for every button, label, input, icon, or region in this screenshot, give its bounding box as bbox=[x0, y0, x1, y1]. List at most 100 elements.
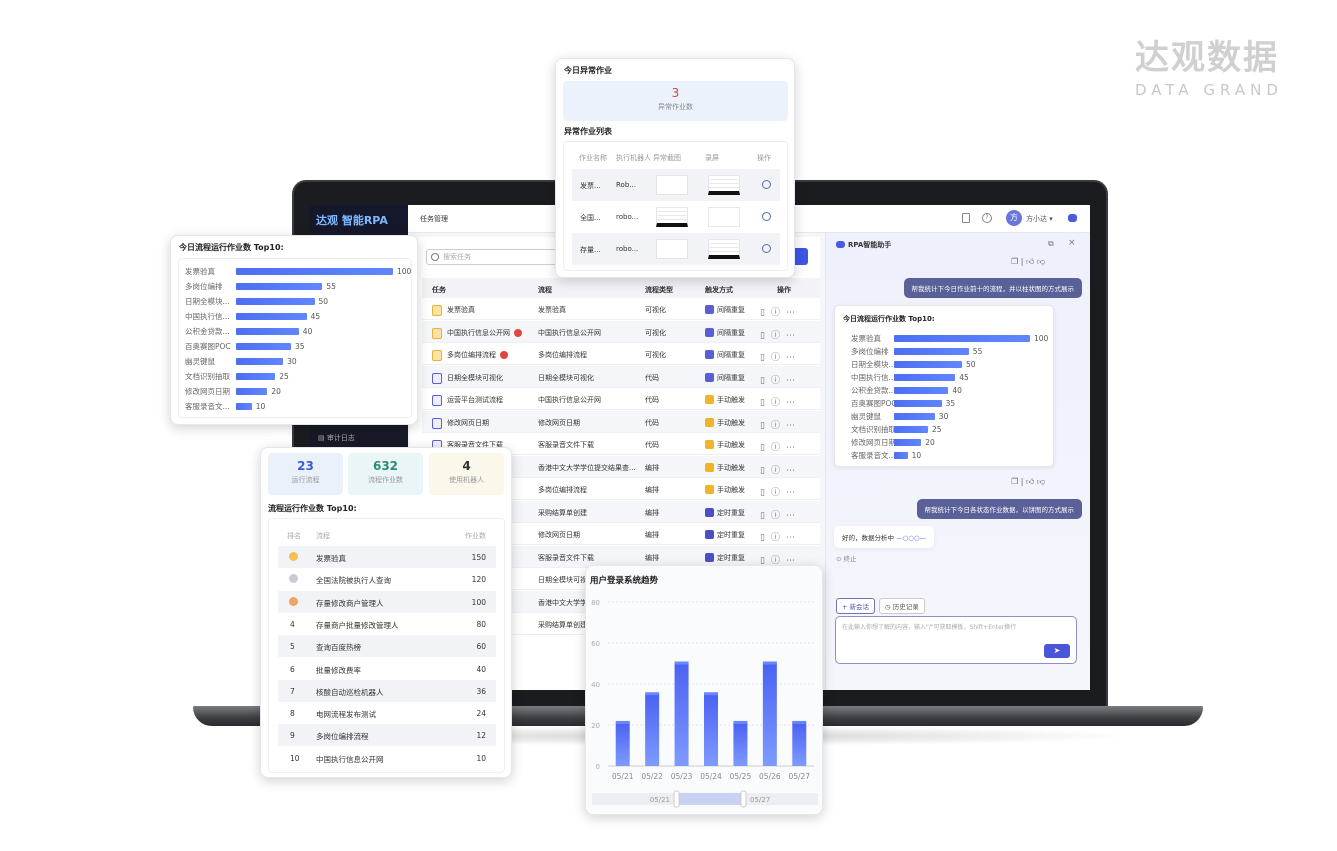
external-link-icon[interactable]: ⧉ bbox=[1048, 239, 1054, 248]
chat-input-placeholder: 在此输入你想了解的内容，输入"/"可获取模板，Shift+Enter换行 bbox=[842, 624, 1017, 631]
ranking-row: 发票验真 150 bbox=[278, 546, 496, 568]
x-tick-label: 05/26 bbox=[759, 772, 781, 781]
task-name[interactable]: 中国执行信息公开网 bbox=[447, 328, 522, 338]
sidebar-item-audit-log[interactable]: ▤ 审计日志 bbox=[318, 434, 355, 442]
ranking-title: 流程运行作业数 Top10: bbox=[268, 504, 357, 513]
bar bbox=[894, 413, 935, 420]
task-name[interactable]: 日期全模块可视化 bbox=[447, 373, 503, 383]
screenshot-thumbnail[interactable] bbox=[656, 239, 688, 259]
robot-icon[interactable] bbox=[1068, 214, 1077, 222]
zoom-slider-handle bbox=[740, 790, 747, 808]
feedback-icons[interactable]: ❐ | 👍︎ 👎︎ bbox=[1011, 257, 1045, 266]
table-row[interactable]: 香港中文大学学位提交结果查... 编排 手动触发 ▯ⓘ⋯ bbox=[422, 455, 820, 478]
bar bbox=[704, 694, 718, 766]
screenshot-thumbnail[interactable] bbox=[656, 207, 688, 227]
row-actions[interactable]: ▯ⓘ⋯ bbox=[760, 420, 801, 431]
bar bbox=[236, 328, 299, 335]
table-row[interactable]: 发票验真 发票验真 可视化 间隔重复 ▯ⓘ⋯ bbox=[422, 298, 820, 320]
close-icon[interactable]: × bbox=[1068, 238, 1076, 248]
rank: 6 bbox=[290, 664, 295, 674]
anomaly-row[interactable]: 发票... Rob... bbox=[572, 169, 780, 201]
feedback-icons[interactable]: ❐ | 👍︎ 👎︎ bbox=[1011, 477, 1045, 486]
avatar[interactable]: 方 bbox=[1006, 210, 1022, 226]
rank: 9 bbox=[290, 731, 295, 741]
robot-name: robo... bbox=[616, 213, 639, 221]
table-row[interactable]: 采购结算单创建 编排 定时重复 ▯ⓘ⋯ bbox=[422, 500, 820, 523]
new-session-button[interactable]: + 新会话 bbox=[836, 598, 876, 614]
trigger-icon bbox=[705, 462, 714, 472]
job-count: 80 bbox=[476, 619, 486, 629]
flow-name: 采购结算单创建 bbox=[538, 508, 587, 517]
stop-button[interactable]: ⊙ 终止 bbox=[836, 555, 857, 563]
task-name[interactable]: 修改网页日期 bbox=[447, 418, 489, 428]
table-row[interactable]: 修改网页日期 修改网页日期 代码 手动触发 ▯ⓘ⋯ bbox=[422, 410, 820, 433]
flow-name: 日期全模块可视 bbox=[538, 576, 587, 584]
rank: 5 bbox=[290, 642, 295, 652]
task-name[interactable]: 多岗位编排流程 bbox=[447, 350, 508, 360]
anomaly-row[interactable]: 存量... robo... bbox=[572, 233, 780, 265]
row-actions[interactable]: ▯ⓘ⋯ bbox=[760, 398, 801, 408]
stat-label: 流程作业数 bbox=[368, 476, 403, 484]
bar-value: 30 bbox=[287, 357, 297, 366]
user-message: 帮我统计下今日作业前十的流程，并以柱状图的方式展示 bbox=[903, 278, 1082, 298]
row-actions[interactable]: ▯ⓘ⋯ bbox=[760, 533, 801, 543]
table-row[interactable]: 日期全模块可视化 日期全模块可视化 代码 间隔重复 ▯ⓘ⋯ bbox=[422, 365, 820, 388]
history-button[interactable]: ◷ 历史记录 bbox=[879, 598, 925, 614]
col-recording: 录屏 bbox=[705, 154, 719, 162]
screenshot-thumbnail[interactable] bbox=[656, 175, 688, 195]
bar bbox=[894, 452, 908, 459]
bar-label: 日期全模块... bbox=[185, 297, 230, 306]
user-menu[interactable]: 方小达 ▾ bbox=[1026, 215, 1053, 223]
table-row[interactable]: 多岗位编排流程 编排 手动触发 ▯ⓘ⋯ bbox=[422, 478, 820, 500]
info-icon[interactable] bbox=[762, 212, 771, 221]
bar-label: 多岗位编排 bbox=[185, 282, 223, 291]
row-actions[interactable]: ▯ⓘ⋯ bbox=[760, 330, 801, 341]
row-actions[interactable]: ▯ⓘ⋯ bbox=[760, 465, 801, 476]
stat-value: 632 bbox=[372, 459, 399, 473]
table-row[interactable]: 客服录音文件下载 客服录音文件下载 代码 手动触发 ▯ⓘ⋯ bbox=[422, 433, 820, 455]
brand-logo: 达观数据 DATA GRAND bbox=[1135, 30, 1305, 99]
table-row[interactable]: 运营平台测试流程 中国执行信息公开网 代码 手动触发 ▯ⓘ⋯ bbox=[422, 388, 820, 410]
row-actions[interactable]: ▯ⓘ⋯ bbox=[760, 488, 801, 498]
chat-input[interactable]: 在此输入你想了解的内容，输入"/"可获取模板，Shift+Enter换行 ➤ bbox=[835, 616, 1077, 664]
recording-thumbnail[interactable] bbox=[708, 239, 740, 259]
x-tick-label: 05/21 bbox=[612, 772, 634, 781]
send-button[interactable]: ➤ bbox=[1044, 644, 1070, 658]
table-row[interactable]: 多岗位编排流程 多岗位编排流程 可视化 间隔重复 ▯ⓘ⋯ bbox=[422, 343, 820, 365]
table-row[interactable]: 中国执行信息公开网 中国执行信息公开网 可视化 间隔重复 ▯ⓘ⋯ bbox=[422, 320, 820, 343]
ranking-row: 9 多岗位编排流程 12 bbox=[278, 724, 496, 747]
bar bbox=[762, 663, 777, 766]
task-name[interactable]: 客服录音文件下载 bbox=[447, 440, 503, 450]
row-actions[interactable]: ▯ⓘ⋯ bbox=[760, 510, 801, 521]
task-name[interactable]: 运营平台测试流程 bbox=[447, 395, 503, 405]
bar-value: 45 bbox=[310, 312, 321, 321]
bar bbox=[894, 426, 928, 433]
ranking-row: 8 电网流程发布测试 24 bbox=[278, 702, 496, 724]
row-actions[interactable]: ▯ⓘ⋯ bbox=[760, 443, 801, 453]
anomaly-card: 今日异常作业 3 异常作业数 异常作业列表 作业名称 执行机器人 异常截图 录屏… bbox=[555, 58, 795, 278]
bar-value: 25 bbox=[932, 425, 942, 434]
bar-value: 10 bbox=[911, 451, 922, 460]
x-tick-label: 05/24 bbox=[700, 772, 722, 781]
help-icon[interactable]: ? bbox=[982, 213, 992, 223]
task-name[interactable]: 发票验真 bbox=[447, 305, 475, 315]
bar bbox=[894, 374, 956, 381]
info-icon[interactable] bbox=[762, 180, 771, 189]
bar-label: 中国执行信... bbox=[185, 312, 230, 321]
task-name-text: 修改网页日期 bbox=[447, 418, 489, 427]
rank: 4 bbox=[290, 619, 295, 629]
row-actions[interactable]: ▯ⓘ⋯ bbox=[760, 555, 801, 566]
doc-icon[interactable] bbox=[962, 213, 970, 223]
recording-thumbnail[interactable] bbox=[708, 175, 740, 195]
row-actions[interactable]: ▯ⓘ⋯ bbox=[760, 375, 801, 386]
info-icon[interactable] bbox=[762, 244, 771, 253]
row-actions[interactable]: ▯ⓘ⋯ bbox=[760, 308, 801, 318]
table-row[interactable]: 修改网页日期 编排 定时重复 ▯ⓘ⋯ bbox=[422, 523, 820, 545]
bar bbox=[615, 722, 630, 766]
recording-thumbnail[interactable] bbox=[708, 207, 740, 227]
code-flow-icon bbox=[432, 372, 442, 384]
stat-value: 23 bbox=[297, 459, 314, 473]
row-actions[interactable]: ▯ⓘ⋯ bbox=[760, 353, 801, 363]
ranking-row: 4 存量商户批量修改管理人 80 bbox=[278, 613, 496, 635]
anomaly-row[interactable]: 全国... robo... bbox=[572, 201, 780, 233]
